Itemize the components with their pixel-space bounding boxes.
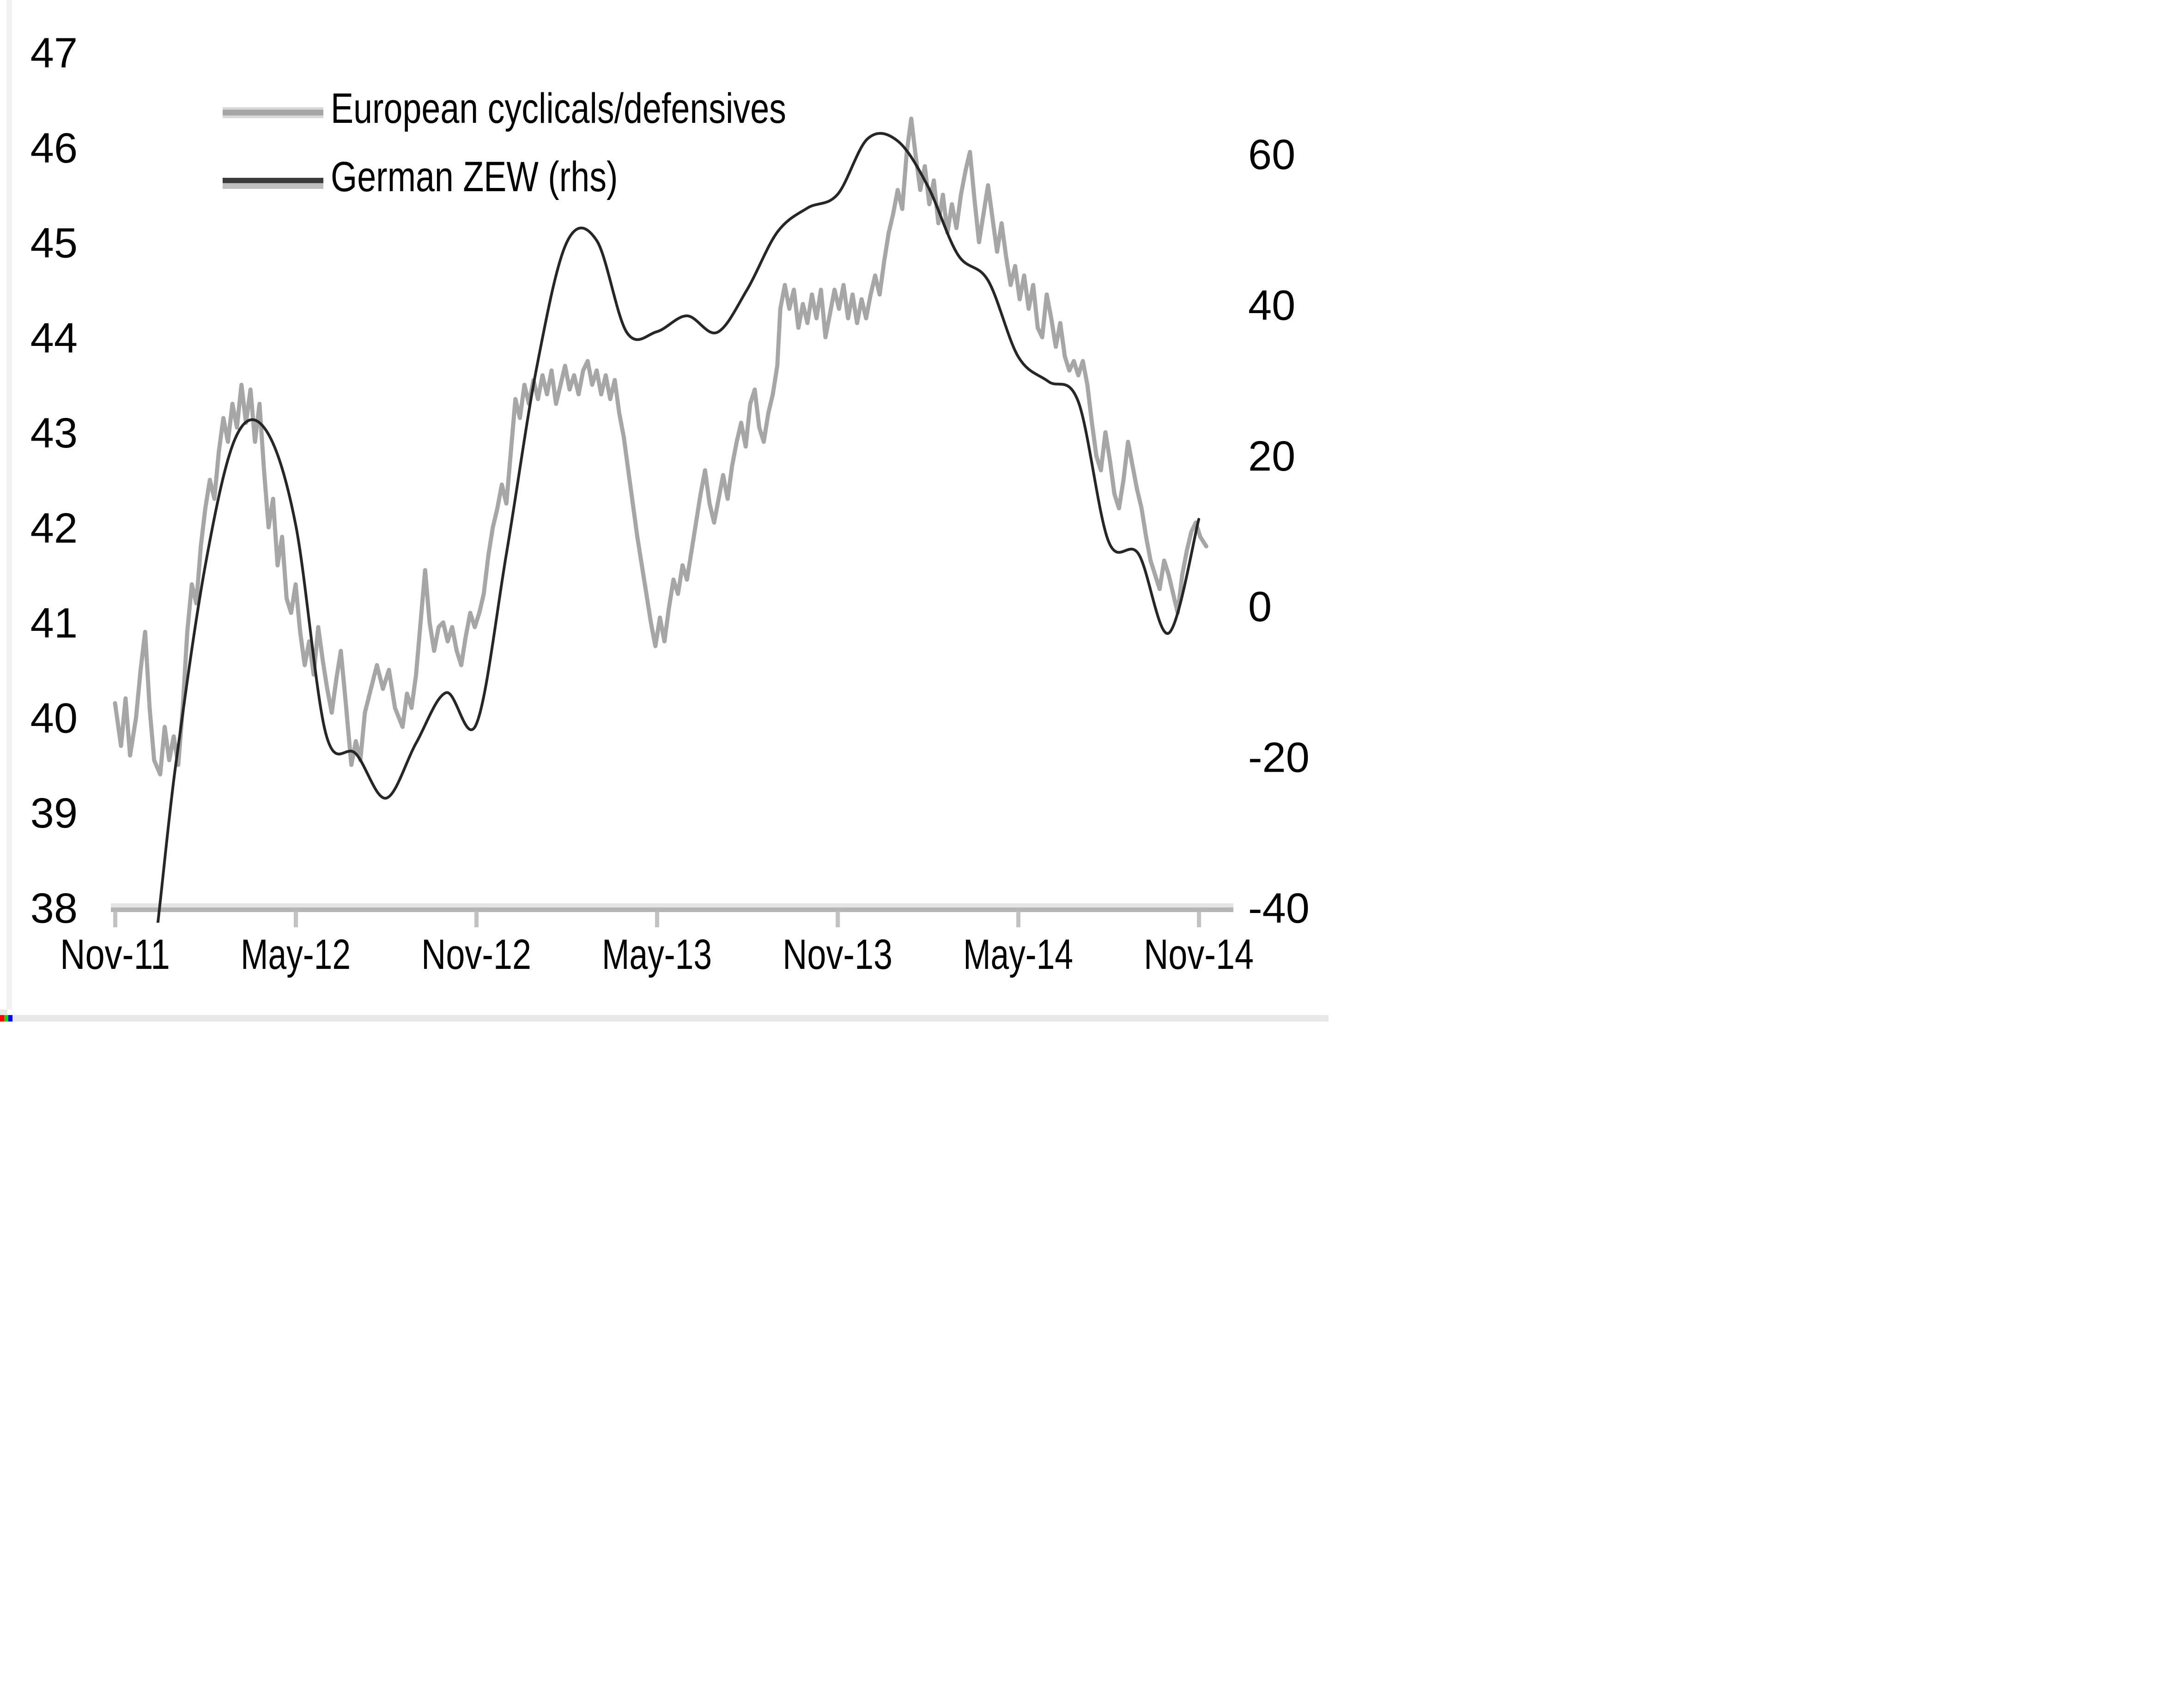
left-axis-label: 45 [30,220,78,267]
x-axis-tick [836,912,840,927]
x-axis-tick [113,912,117,927]
right-axis-label: -20 [1248,734,1310,781]
x-axis-tick [294,912,298,927]
left-axis-label: 46 [30,125,78,172]
x-axis-label: Nov-12 [421,931,531,978]
x-axis-label: May-12 [241,931,351,978]
x-axis-label: Nov-11 [60,931,170,978]
line-chart: Nov-11 May-12 Nov-12 May-13 Nov-13 May-14 Nov-… [30,30,1310,978]
x-axis-line-shadow [111,907,1233,912]
x-axis-tick [1197,912,1201,927]
x-axis-tick [1016,912,1021,927]
x-axis-tick [655,912,660,927]
x-axis-label: May-13 [602,931,712,978]
left-axis-label: 41 [30,600,78,647]
series-german-zew [156,132,1201,923]
right-axis-label: -40 [1248,885,1310,932]
left-axis-label: 44 [30,314,78,362]
right-axis-label: 60 [1248,131,1295,178]
corner-pixel-green [4,1015,8,1022]
image-left-border [6,0,12,1010]
x-axis-tick [474,912,479,927]
x-axis-label: May-14 [963,931,1073,978]
chart-panel: Nov-11 May-12 Nov-12 May-13 Nov-13 May-14 Nov-… [0,0,1345,1022]
corner-pixel-blue [8,1015,12,1022]
x-axis-line [111,903,1233,907]
right-axis-label: 20 [1248,433,1295,480]
left-axis-label: 39 [30,790,78,837]
x-axis-label: Nov-14 [1144,931,1254,978]
left-axis-label: 43 [30,410,78,457]
left-axis-label: 40 [30,695,78,742]
left-axis-label: 38 [30,885,78,932]
image-corner-notch [0,1010,7,1015]
left-axis-label: 42 [30,505,78,552]
left-axis-label: 47 [30,30,78,77]
image-bottom-border [12,1015,1329,1022]
right-axis-label: 40 [1248,282,1295,329]
right-axis-label: 0 [1248,583,1272,630]
x-axis-label: Nov-13 [783,931,892,978]
corner-pixel-red [0,1015,4,1022]
series-european-cyclicals [113,116,1208,777]
